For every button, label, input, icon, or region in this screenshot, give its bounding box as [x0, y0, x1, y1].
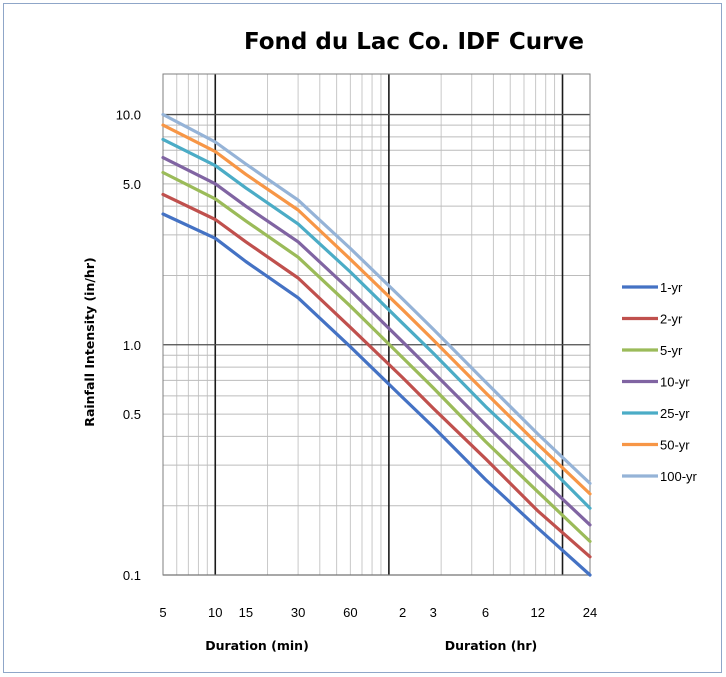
x-tick-label: 2 — [399, 605, 406, 620]
x-tick-label: 3 — [430, 605, 437, 620]
plot-area-border — [162, 73, 591, 576]
idf-chart: Fond du Lac Co. IDF Curve 5 10 15 30 60 2 3 6 12… — [82, 29, 698, 653]
legend: 1-yr 2-yr 5-yr 10-yr 25-yr 50-yr 100-yr — [622, 280, 698, 484]
legend-item-50-yr: 50-yr — [622, 438, 690, 453]
x-tick-label: 24 — [583, 605, 597, 620]
series-lines — [161, 112, 592, 577]
legend-label: 50-yr — [660, 438, 690, 453]
legend-label: 100-yr — [660, 469, 698, 484]
legend-label: 2-yr — [660, 312, 683, 327]
legend-label: 25-yr — [660, 406, 690, 421]
x-tick-label: 60 — [343, 605, 357, 620]
series-line-50-yr — [161, 123, 592, 496]
chart-frame: Fond du Lac Co. IDF Curve 5 10 15 30 60 2 3 6 12… — [3, 3, 722, 673]
x-tick-label: 15 — [239, 605, 253, 620]
x-axis-label-hours: Duration (hr) — [445, 638, 537, 653]
y-tick-labels: 10.0 5.0 1.0 0.5 0.1 — [116, 108, 141, 583]
legend-label: 1-yr — [660, 280, 683, 295]
series-line-100-yr — [161, 112, 592, 485]
x-tick-label: 30 — [291, 605, 305, 620]
x-tick-labels: 5 10 15 30 60 2 3 6 12 24 — [159, 605, 597, 620]
y-tick-label: 5.0 — [123, 177, 141, 192]
y-axis-label: Rainfall Intensity (in/hr) — [82, 257, 97, 426]
series-line-25-yr — [161, 137, 592, 510]
y-tick-label: 10.0 — [116, 108, 141, 123]
x-tick-label: 12 — [531, 605, 545, 620]
legend-item-2-yr: 2-yr — [622, 312, 683, 327]
chart-title: Fond du Lac Co. IDF Curve — [244, 29, 584, 55]
x-tick-label: 6 — [482, 605, 489, 620]
legend-item-10-yr: 10-yr — [622, 375, 690, 390]
x-axis-label-minutes: Duration (min) — [205, 638, 309, 653]
legend-label: 10-yr — [660, 375, 690, 390]
series-line-10-yr — [161, 156, 592, 527]
legend-item-25-yr: 25-yr — [622, 406, 690, 421]
series-line-1-yr — [161, 212, 592, 577]
x-tick-label: 10 — [208, 605, 222, 620]
legend-item-5-yr: 5-yr — [622, 343, 683, 358]
series-line-5-yr — [161, 170, 592, 544]
legend-item-1-yr: 1-yr — [622, 280, 683, 295]
legend-item-100-yr: 100-yr — [622, 469, 698, 484]
series-line-2-yr — [161, 192, 592, 559]
y-tick-label: 0.1 — [123, 568, 141, 583]
x-tick-label: 5 — [159, 605, 166, 620]
y-tick-label: 1.0 — [123, 338, 141, 353]
legend-label: 5-yr — [660, 343, 683, 358]
y-tick-label: 0.5 — [123, 407, 141, 422]
